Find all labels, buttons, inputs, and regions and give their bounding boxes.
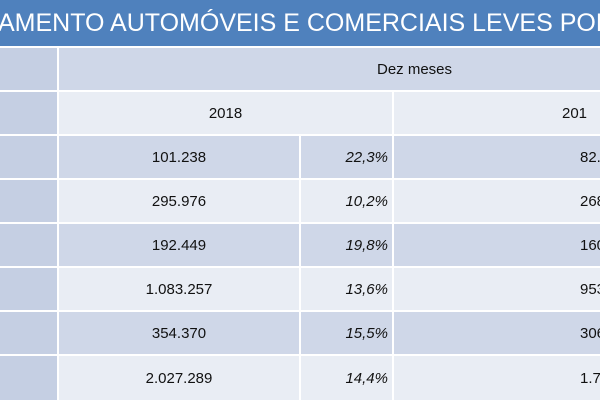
value-2017: 306.7	[580, 324, 600, 342]
row-label-cell	[0, 136, 57, 178]
value-2017: 268.6	[580, 192, 600, 210]
row-label-cell	[0, 268, 57, 310]
pct-2018: 22,3%	[345, 148, 388, 166]
pct-2018: 13,6%	[345, 280, 388, 298]
row-label-cell	[0, 224, 57, 266]
value-2018-cell: 101.238	[59, 136, 299, 178]
value-2017-cell: 268.6	[394, 180, 600, 222]
value-2018: 192.449	[151, 236, 207, 254]
pct-2018-cell: 14,4%	[301, 356, 392, 400]
pct-2018-cell: 22,3%	[301, 136, 392, 178]
pct-2018: 14,4%	[345, 369, 388, 387]
pct-2018: 10,2%	[345, 192, 388, 210]
row-label-cell	[0, 48, 57, 90]
value-2018: 1.083.257	[145, 280, 213, 298]
period-header-label: Dez meses	[377, 60, 453, 78]
table-title: AMENTO AUTOMÓVEIS E COMERCIAIS LEVES POR	[0, 9, 600, 37]
pct-2018-cell: 19,8%	[301, 224, 392, 266]
year-header-2017-label: 201	[562, 104, 588, 122]
value-2017: 953.9	[580, 280, 600, 298]
value-2017-cell: 306.7	[394, 312, 600, 354]
value-2018-cell: 1.083.257	[59, 268, 299, 310]
value-2018: 295.976	[151, 192, 207, 210]
year-header-2017: 201	[394, 92, 600, 134]
value-2017-cell: 160.5	[394, 224, 600, 266]
value-2017: 160.5	[580, 236, 600, 254]
row-label-cell	[0, 356, 57, 400]
pct-2018: 15,5%	[345, 324, 388, 342]
value-2017-cell: 82.76	[394, 136, 600, 178]
pct-2018-cell: 15,5%	[301, 312, 392, 354]
value-2018: 354.370	[151, 324, 207, 342]
period-header: Dez meses	[59, 48, 600, 90]
value-2017: 82.76	[580, 148, 600, 166]
value-2018-cell: 354.370	[59, 312, 299, 354]
year-header-2018-label: 2018	[208, 104, 243, 122]
value-2018-cell: 2.027.289	[59, 356, 299, 400]
value-2017: 1.772.7	[580, 369, 600, 387]
pct-2018: 19,8%	[345, 236, 388, 254]
pct-2018-cell: 13,6%	[301, 268, 392, 310]
value-2018: 2.027.289	[145, 369, 213, 387]
pct-2018-cell: 10,2%	[301, 180, 392, 222]
value-2017-cell: 953.9	[394, 268, 600, 310]
value-2018-cell: 295.976	[59, 180, 299, 222]
value-2017-cell: 1.772.7	[394, 356, 600, 400]
year-header-2018: 2018	[59, 92, 392, 134]
value-2018-cell: 192.449	[59, 224, 299, 266]
value-2018: 101.238	[151, 148, 207, 166]
row-label-cell	[0, 312, 57, 354]
table-title-bar: AMENTO AUTOMÓVEIS E COMERCIAIS LEVES POR	[0, 0, 600, 46]
row-label-cell	[0, 92, 57, 134]
row-label-cell	[0, 180, 57, 222]
